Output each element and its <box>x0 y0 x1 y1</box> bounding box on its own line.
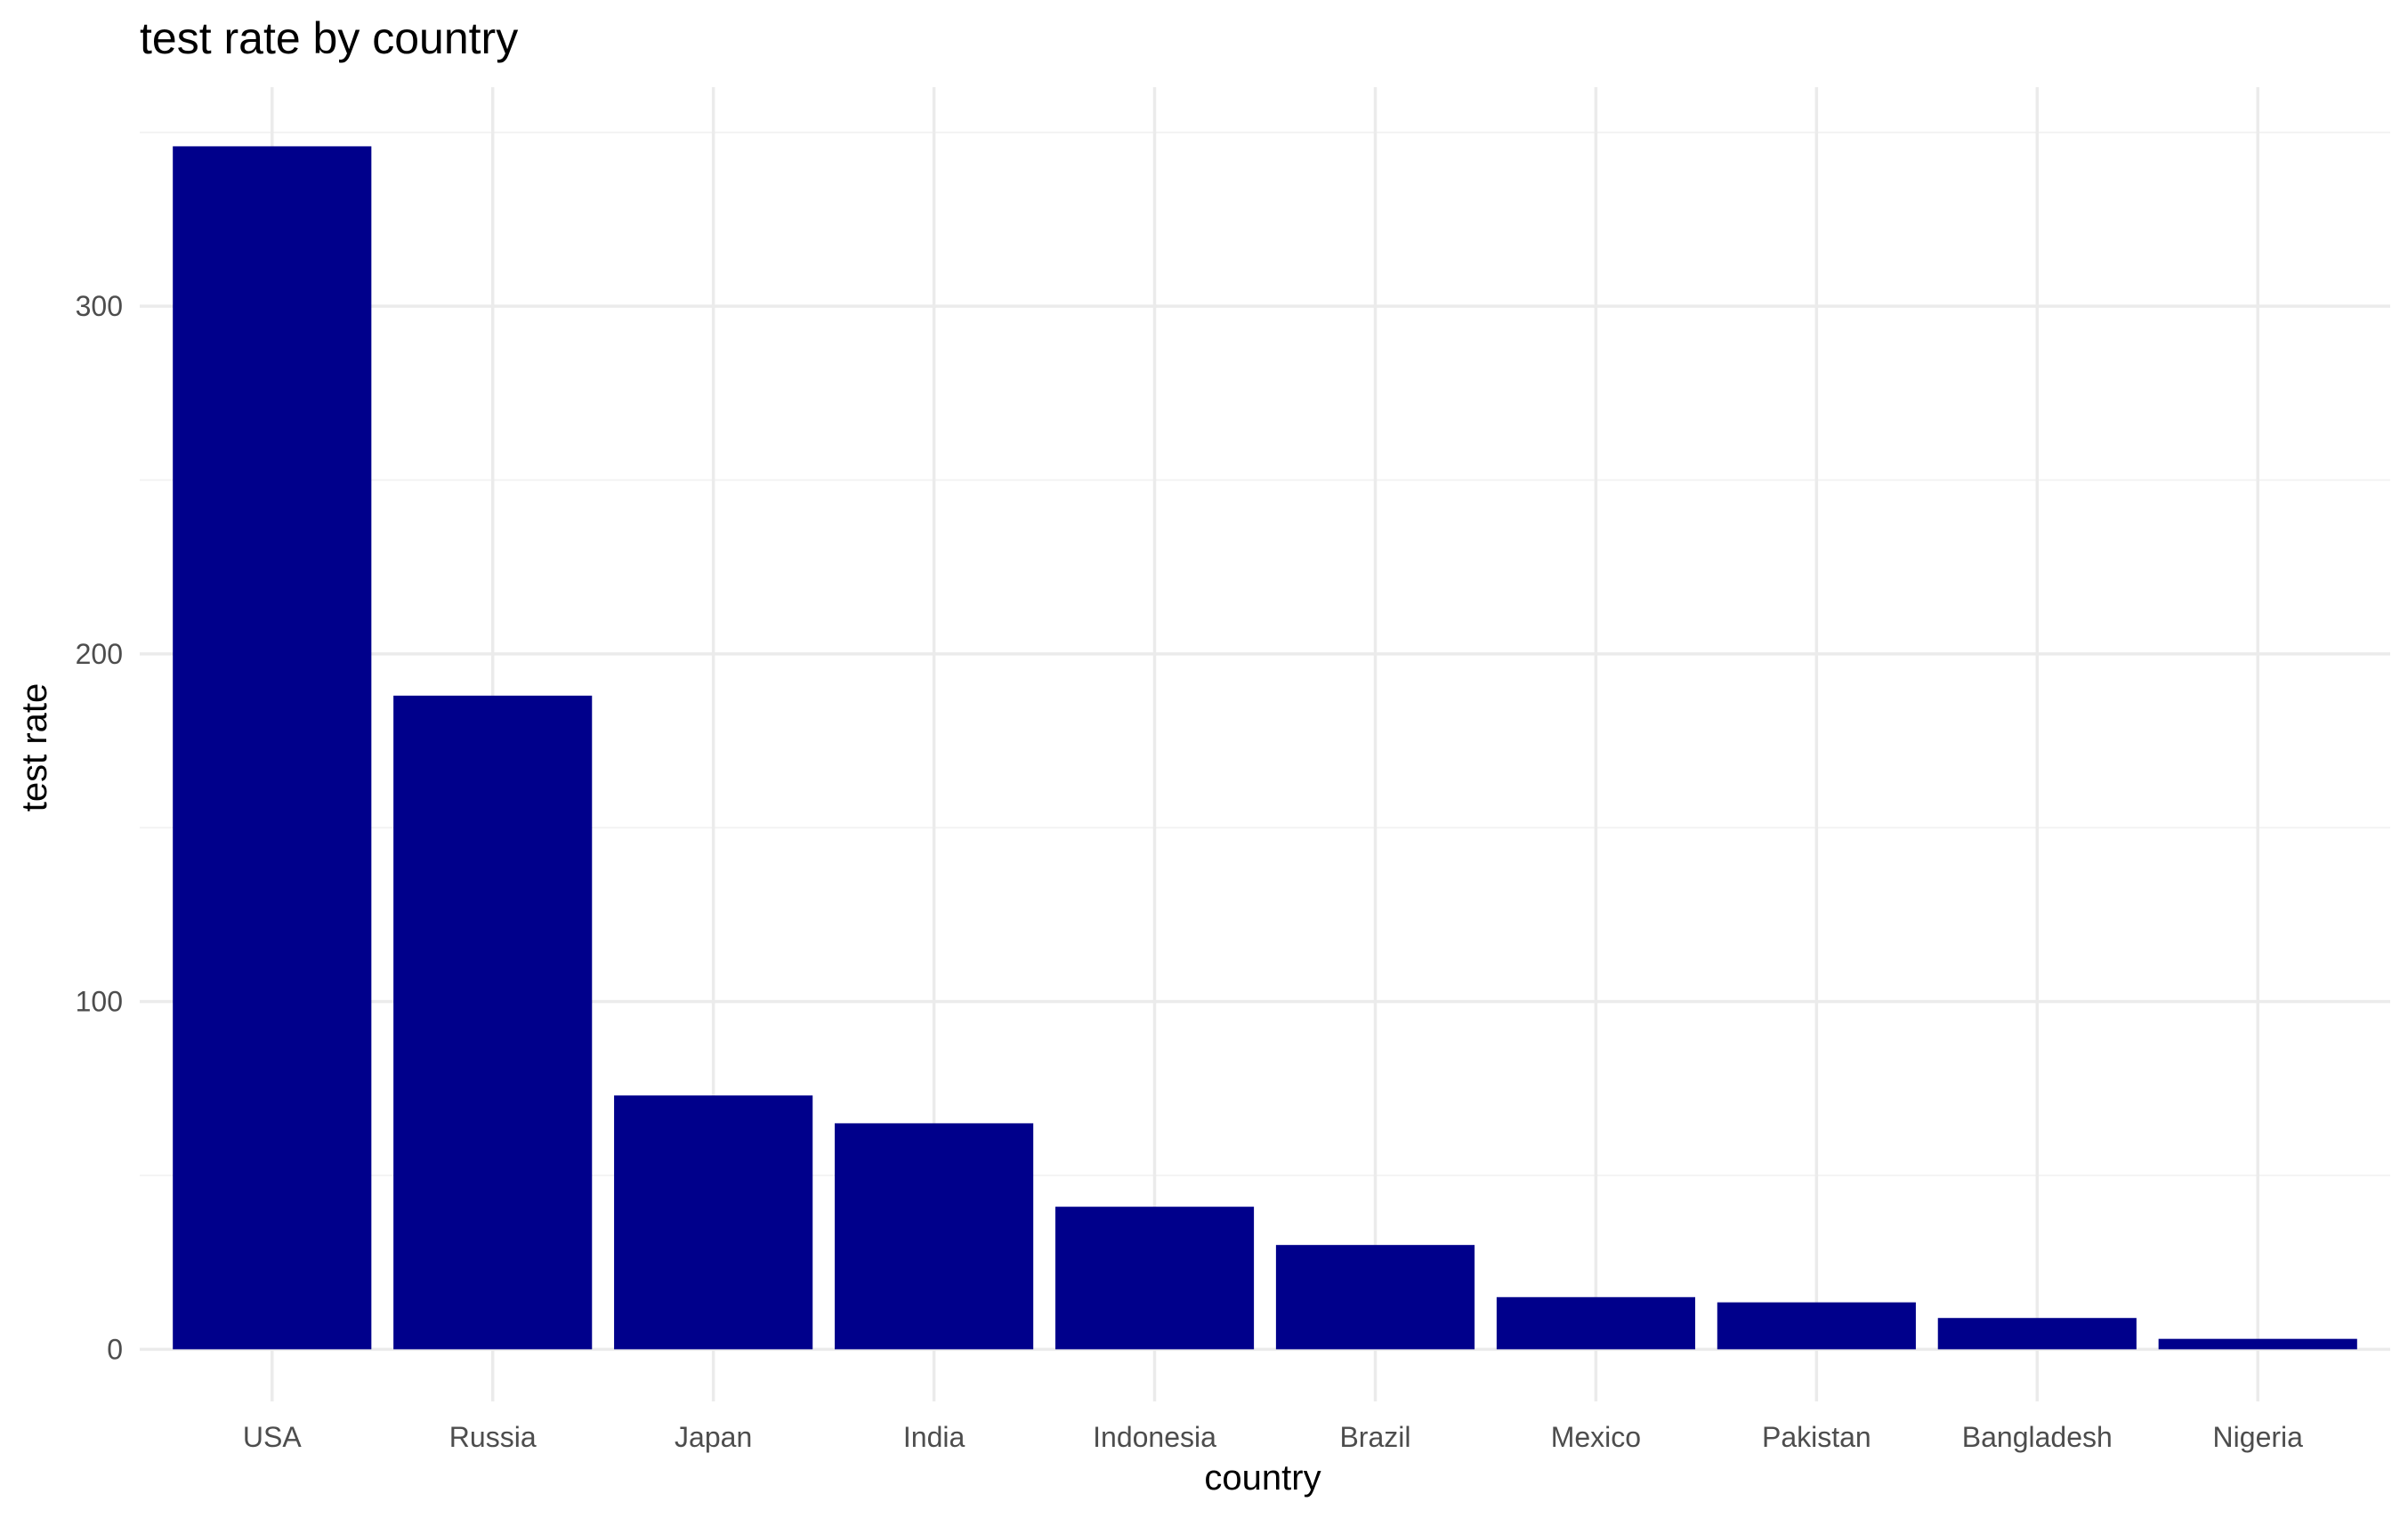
x-tick-label: Pakistan <box>1762 1421 1871 1453</box>
bar-brazil <box>1275 1245 1475 1350</box>
y-tick-label: 0 <box>107 1333 123 1365</box>
x-tick-label: Japan <box>675 1421 752 1453</box>
y-axis-tick-labels: 0 100 200 300 <box>76 290 123 1365</box>
bar-pakistan <box>1717 1302 1916 1350</box>
x-tick-label: Bangladesh <box>1962 1421 2113 1453</box>
bar-russia <box>393 695 593 1350</box>
x-tick-label: Indonesia <box>1093 1421 1216 1453</box>
bar-nigeria <box>2158 1338 2357 1350</box>
x-axis-tick-labels: USA Russia Japan India Indonesia Brazil Mexico… <box>243 1421 2303 1453</box>
bar-usa <box>173 146 372 1350</box>
bar-mexico <box>1496 1296 1695 1350</box>
y-tick-label: 200 <box>76 638 123 670</box>
chart-title: test rate by country <box>140 13 518 63</box>
x-tick-label: Mexico <box>1551 1421 1641 1453</box>
x-tick-label: Russia <box>449 1421 537 1453</box>
x-tick-label: India <box>903 1421 966 1453</box>
bars <box>173 146 2357 1350</box>
bar-india <box>835 1123 1034 1350</box>
x-tick-label: USA <box>243 1421 302 1453</box>
y-tick-label: 100 <box>76 986 123 1018</box>
bar-indonesia <box>1055 1207 1255 1350</box>
x-axis-title: country <box>1204 1458 1321 1498</box>
bar-bangladesh <box>1937 1318 2137 1350</box>
x-tick-label: Brazil <box>1339 1421 1410 1453</box>
bar-japan <box>614 1095 813 1350</box>
y-axis-title: test rate <box>15 683 54 812</box>
x-tick-label: Nigeria <box>2213 1421 2304 1453</box>
y-tick-label: 300 <box>76 290 123 322</box>
